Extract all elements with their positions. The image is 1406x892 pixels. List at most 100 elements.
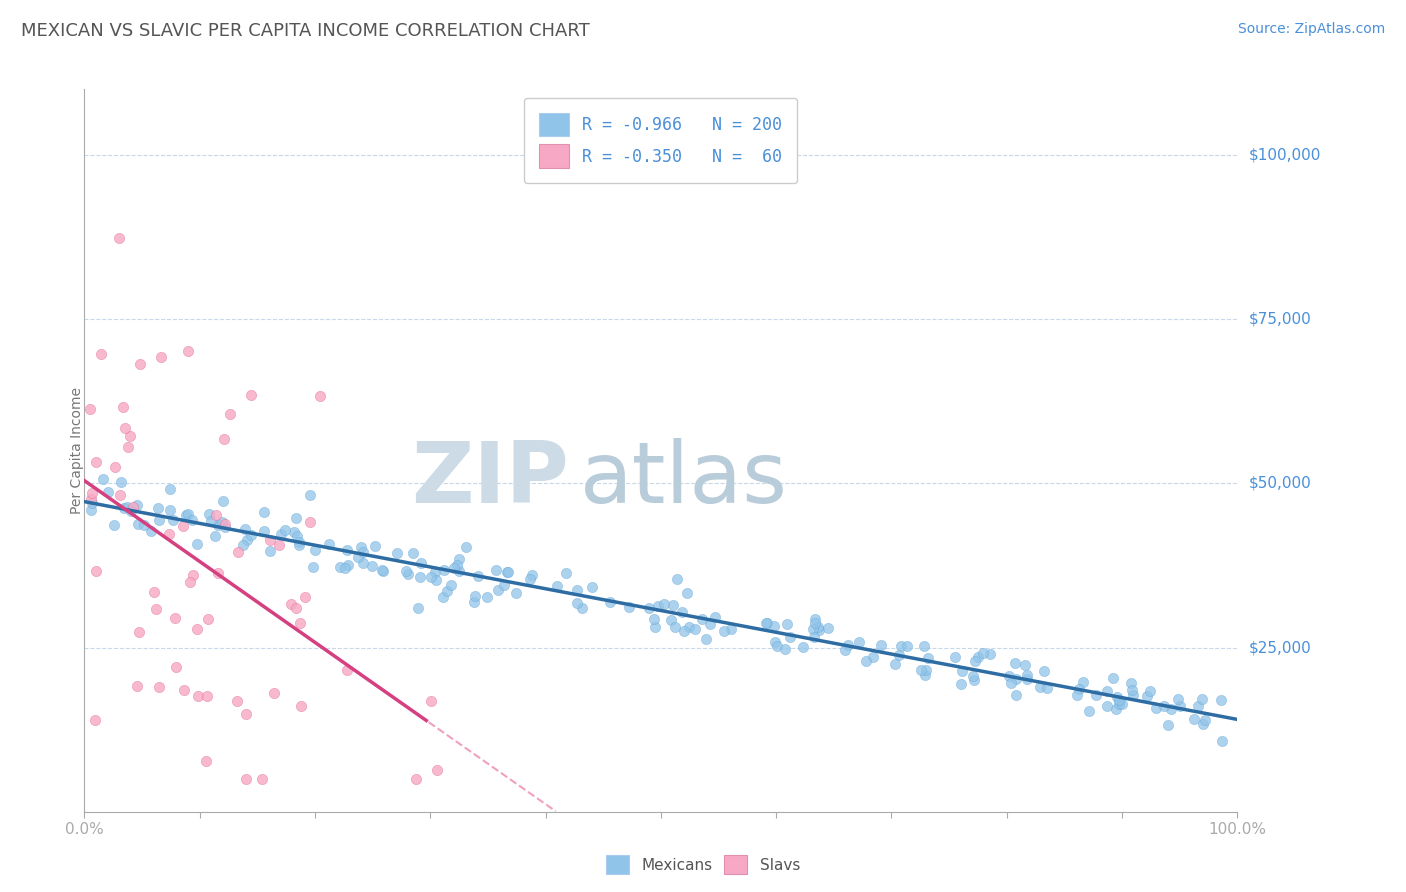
Point	[1156, 717, 1178, 731]
Point	[252, 772, 274, 786]
Point	[180, 513, 202, 527]
Point	[808, 623, 831, 637]
Point	[870, 638, 893, 652]
Point	[214, 517, 236, 532]
Point	[290, 698, 312, 713]
Point	[1066, 688, 1088, 702]
Point	[449, 551, 471, 566]
Point	[699, 616, 721, 631]
Point	[1170, 699, 1192, 714]
Point	[792, 640, 814, 654]
Point	[492, 577, 515, 591]
Point	[259, 533, 281, 548]
Text: MEXICAN VS SLAVIC PER CAPITA INCOME CORRELATION CHART: MEXICAN VS SLAVIC PER CAPITA INCOME CORR…	[21, 22, 591, 40]
Point	[803, 612, 825, 626]
Point	[204, 529, 226, 543]
Point	[284, 511, 307, 525]
Point	[776, 617, 799, 632]
Point	[97, 485, 120, 500]
Point	[963, 654, 986, 668]
Point	[883, 657, 905, 671]
Point	[240, 527, 263, 541]
Point	[186, 537, 208, 551]
Point	[128, 357, 150, 371]
Point	[1111, 698, 1133, 712]
Point	[1029, 680, 1052, 694]
Point	[259, 544, 281, 558]
Point	[298, 515, 321, 529]
Point	[387, 546, 409, 560]
Point	[103, 518, 125, 533]
Point	[498, 565, 520, 579]
Point	[495, 565, 517, 579]
Point	[218, 407, 240, 421]
Point	[288, 615, 311, 630]
Point	[318, 536, 340, 550]
Point	[1191, 692, 1213, 706]
Point	[803, 630, 825, 644]
Point	[405, 772, 427, 786]
Point	[910, 663, 932, 677]
Point	[522, 567, 544, 582]
Point	[145, 601, 167, 615]
Point	[269, 538, 291, 552]
Point	[1000, 676, 1022, 690]
Point	[914, 663, 936, 677]
Point	[1015, 667, 1038, 681]
Point	[335, 561, 357, 575]
Point	[1136, 689, 1159, 703]
Point	[80, 486, 103, 500]
Point	[581, 580, 603, 594]
Point	[207, 566, 229, 580]
Point	[125, 679, 148, 693]
Point	[637, 600, 659, 615]
Point	[394, 564, 416, 578]
Point	[950, 676, 973, 690]
Point	[1005, 688, 1028, 702]
Point	[408, 601, 430, 615]
Text: $100,000: $100,000	[1249, 147, 1320, 162]
Point	[998, 669, 1021, 683]
Point	[179, 574, 201, 589]
Point	[299, 488, 322, 502]
Point	[120, 503, 142, 517]
Point	[554, 566, 576, 580]
Point	[914, 668, 936, 682]
Point	[270, 526, 292, 541]
Point	[547, 579, 569, 593]
Point	[371, 564, 394, 578]
Point	[862, 650, 884, 665]
Point	[186, 622, 208, 636]
Point	[396, 567, 419, 582]
Point	[962, 673, 984, 687]
Point	[1153, 699, 1175, 714]
Legend: R = -0.966   N = 200, R = -0.350   N =  60: R = -0.966 N = 200, R = -0.350 N = 60	[524, 97, 797, 183]
Point	[141, 524, 163, 539]
Point	[226, 545, 249, 559]
Point	[352, 545, 374, 559]
Point	[128, 624, 150, 639]
Point	[159, 482, 181, 496]
Point	[464, 589, 486, 603]
Point	[363, 540, 385, 554]
Point	[329, 560, 352, 574]
Point	[1107, 690, 1129, 705]
Point	[288, 534, 311, 549]
Point	[371, 563, 394, 577]
Point	[274, 524, 297, 538]
Point	[177, 507, 200, 521]
Point	[121, 500, 143, 514]
Point	[720, 622, 742, 636]
Point	[176, 508, 198, 523]
Point	[486, 583, 509, 598]
Point	[104, 460, 127, 475]
Point	[659, 613, 682, 627]
Point	[1182, 712, 1205, 726]
Point	[211, 516, 233, 530]
Point	[1084, 688, 1107, 702]
Point	[1139, 683, 1161, 698]
Point	[436, 584, 458, 599]
Point	[82, 496, 104, 510]
Point	[302, 560, 325, 574]
Point	[280, 597, 302, 611]
